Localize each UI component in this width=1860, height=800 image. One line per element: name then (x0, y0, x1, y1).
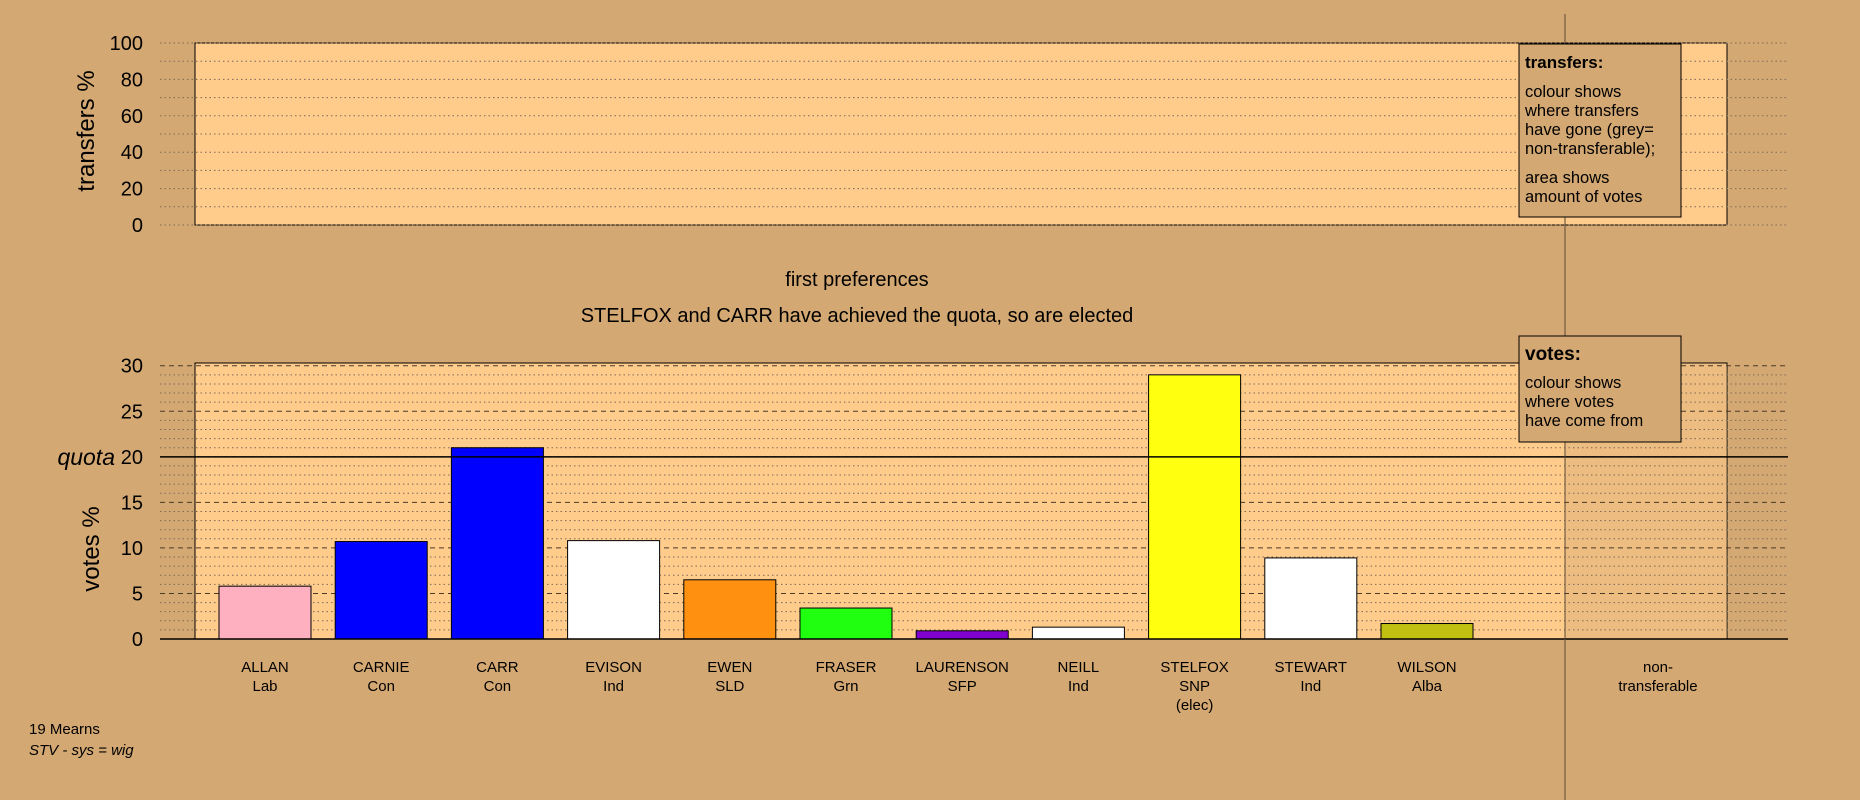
transfers-tick-labels: 0 20 40 60 80 100 (110, 33, 143, 237)
bar-stewart (1264, 557, 1358, 640)
chart-title: first preferences (785, 269, 928, 291)
candidate-party: Ind (603, 678, 624, 695)
legend-transfers-line: area shows (1525, 169, 1609, 187)
candidate-party: Con (367, 678, 395, 695)
vote-bars (218, 374, 1474, 640)
footer-ward: 19 Mearns (29, 721, 100, 738)
bar-allan (218, 585, 312, 640)
legend-votes-box (1518, 335, 1682, 443)
footer-system: STV - sys = wig (29, 742, 134, 759)
candidate-labels: ALLAN Lab CARNIE Con CARR Con EVISON Ind EWEN SLD… (241, 659, 1456, 714)
bar-neill (1031, 626, 1125, 640)
votes-tick-label: 10 (121, 538, 143, 560)
candidate-name: CARNIE (353, 659, 410, 676)
transfers-gridlines (160, 42, 1788, 226)
candidate-name: STEWART (1275, 659, 1348, 676)
candidate-party: Ind (1068, 678, 1089, 695)
votes-tick-label: 30 (121, 356, 143, 378)
votes-tick-label: 5 (132, 583, 143, 605)
candidate-party: Alba (1412, 678, 1443, 695)
candidate-name: NEILL (1058, 659, 1100, 676)
candidate-name: EVISON (585, 659, 642, 676)
legend-votes-line: where votes (1524, 393, 1614, 411)
candidate-party: Con (484, 678, 512, 695)
votes-gridlines (160, 365, 1788, 631)
candidate-party: Grn (833, 678, 858, 695)
legend-votes: votes: colour shows where votes have com… (1518, 335, 1682, 443)
candidate-status: (elec) (1176, 697, 1214, 714)
votes-tick-label: 25 (121, 401, 143, 423)
candidate-name: WILSON (1397, 659, 1456, 676)
votes-tick-label: 15 (121, 492, 143, 514)
bar-stelfox (1148, 374, 1242, 640)
legend-votes-line: colour shows (1525, 374, 1621, 392)
quota-label: quota (57, 444, 115, 470)
transfers-tick-label: 20 (121, 179, 143, 201)
votes-panel: 0 5 10 15 20 25 30 quota votes % ALLAN Lab CARNI… (57, 356, 1788, 714)
candidate-name: LAURENSON (916, 659, 1009, 676)
bar-fraser (799, 607, 893, 640)
candidate-name: ALLAN (241, 659, 289, 676)
bar-carr (450, 447, 544, 640)
transfers-tick-label: 0 (132, 215, 143, 237)
legend-votes-title: votes: (1525, 344, 1581, 365)
votes-tick-labels: 0 5 10 15 20 25 30 (121, 356, 143, 651)
bar-ewen (683, 579, 777, 640)
legend-transfers-line: colour shows (1525, 83, 1621, 101)
legend-transfers-line: non-transferable); (1525, 140, 1655, 158)
candidate-name: FRASER (816, 659, 877, 676)
candidate-party: Ind (1300, 678, 1321, 695)
nontransferable-label-line2: transferable (1618, 678, 1697, 695)
legend-transfers-title: transfers: (1525, 53, 1603, 72)
chart-subtitle: STELFOX and CARR have achieved the quota… (581, 305, 1134, 327)
bar-laurenson (915, 630, 1009, 640)
votes-tick-label: 20 (121, 447, 143, 469)
transfers-tick-label: 40 (121, 142, 143, 164)
legend-transfers-box (1518, 43, 1682, 218)
candidate-name: STELFOX (1160, 659, 1228, 676)
candidate-party: Lab (252, 678, 277, 695)
legend-transfers-line: where transfers (1524, 102, 1639, 120)
transfers-tick-label: 100 (110, 33, 143, 55)
legend-transfers-line: amount of votes (1525, 188, 1642, 206)
bar-carnie (334, 541, 428, 640)
candidate-name: CARR (476, 659, 519, 676)
transfers-tick-label: 60 (121, 106, 143, 128)
candidate-party: SFP (948, 678, 977, 695)
candidate-party: SNP (1179, 678, 1210, 695)
transfers-axis-label: transfers % (73, 70, 100, 191)
candidate-party: SLD (715, 678, 744, 695)
transfers-tick-label: 80 (121, 69, 143, 91)
legend-votes-line: have come from (1525, 412, 1643, 430)
legend-transfers-line: have gone (grey= (1525, 121, 1654, 139)
legend-transfers: transfers: colour shows where transfers … (1518, 43, 1682, 218)
votes-tick-label: 0 (132, 629, 143, 651)
transfers-panel: 0 20 40 60 80 100 transfers % (73, 33, 1788, 237)
candidate-name: EWEN (707, 659, 752, 676)
bar-evison (567, 540, 661, 640)
bar-wilson (1380, 623, 1474, 640)
nontransferable-label-line1: non- (1643, 659, 1673, 676)
votes-axis-label: votes % (78, 506, 105, 591)
